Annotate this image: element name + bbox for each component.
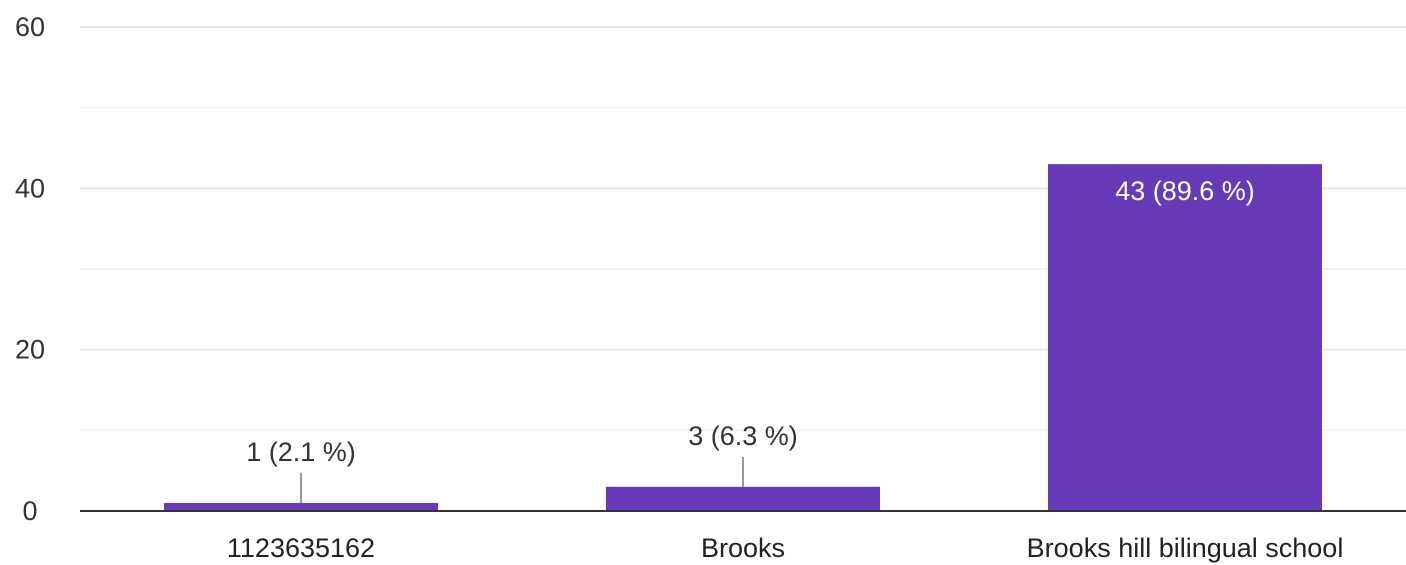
y-tick-label: 40: [15, 173, 45, 203]
data-labels: 1 (2.1 %) 3 (6.3 %) 43 (89.6 %): [246, 176, 1255, 467]
category-labels: 1123635162 Brooks Brooks hill bilingual sc…: [227, 533, 1343, 563]
label-leader-lines: [300, 456, 744, 503]
bar[interactable]: [1047, 164, 1323, 511]
category-label: 1123635162: [227, 533, 375, 563]
category-label: Brooks: [701, 533, 785, 563]
data-label: 43 (89.6 %): [1115, 176, 1255, 206]
data-label: 3 (6.3 %): [688, 421, 798, 451]
bar[interactable]: [163, 502, 439, 511]
bars: [163, 164, 1323, 511]
bar[interactable]: [605, 486, 881, 511]
category-label: Brooks hill bilingual school: [1027, 533, 1344, 563]
y-tick-label: 60: [15, 12, 45, 42]
y-tick-label: 20: [15, 335, 45, 365]
data-label: 1 (2.1 %): [246, 437, 356, 467]
y-axis-ticks: 0 20 40 60: [15, 12, 45, 526]
y-tick-label: 0: [22, 496, 37, 526]
